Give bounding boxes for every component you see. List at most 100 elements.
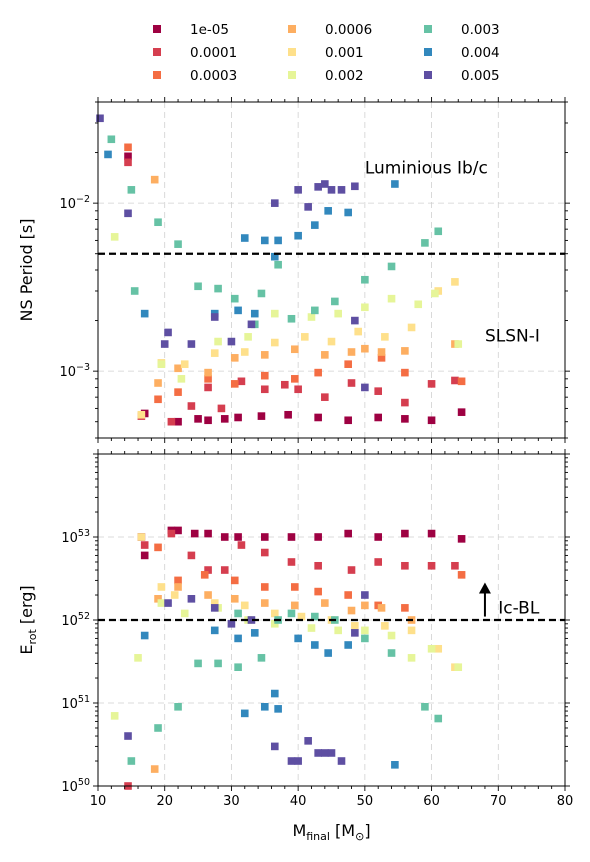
data-point — [374, 413, 382, 422]
data-point — [351, 182, 359, 191]
y-axis-label-sub: rot — [26, 629, 39, 645]
data-point — [321, 599, 329, 607]
x-axis-label-unit-open: [M — [330, 821, 355, 840]
data-point — [270, 309, 279, 318]
data-point — [204, 383, 212, 392]
data-point — [180, 609, 189, 618]
data-point — [200, 571, 209, 579]
data-point — [361, 591, 369, 599]
data-point — [217, 404, 226, 413]
data-point — [250, 309, 259, 318]
data-point — [454, 663, 463, 671]
data-point — [421, 702, 429, 711]
data-point — [347, 379, 356, 387]
y-tick-mantissa: 10 — [59, 365, 76, 380]
y-tick-label: 10−2 — [59, 194, 90, 212]
series-0.0003 — [124, 143, 466, 404]
data-point — [291, 601, 299, 610]
x-tick-label: 40 — [290, 794, 307, 809]
data-point — [351, 629, 359, 637]
data-point — [337, 186, 346, 194]
data-point — [270, 338, 279, 347]
data-point — [214, 659, 222, 668]
y-tick-exponent: 52 — [78, 611, 90, 622]
data-point — [457, 571, 466, 579]
data-point — [257, 289, 266, 298]
data-point — [294, 186, 302, 194]
data-point — [187, 551, 196, 560]
legend: 1e-05 0.0001 0.0003 0.0006 0.001 0.002 0.003 0.… — [153, 22, 500, 84]
series-0.004 — [140, 626, 399, 769]
y-axis-label-unit: [erg] — [17, 585, 36, 629]
data-point — [344, 529, 352, 538]
data-point — [204, 591, 212, 599]
data-point — [137, 533, 146, 541]
data-point — [274, 260, 282, 269]
data-point — [167, 529, 176, 538]
data-point — [387, 631, 396, 640]
data-point — [260, 351, 269, 359]
data-point — [270, 252, 279, 261]
data-point — [140, 309, 149, 318]
data-point — [307, 313, 316, 321]
data-point — [301, 333, 309, 341]
data-point — [210, 349, 219, 357]
data-point — [240, 234, 249, 242]
data-point — [421, 239, 429, 247]
data-point — [351, 316, 359, 325]
legend-label: 0.002 — [325, 68, 364, 84]
data-point — [401, 347, 409, 355]
legend-label: 0.003 — [461, 22, 500, 38]
legend-marker — [424, 71, 432, 79]
data-point — [391, 761, 399, 769]
data-point — [234, 663, 242, 671]
data-point — [401, 368, 409, 377]
series-0.005 — [124, 591, 369, 765]
data-point — [234, 609, 242, 618]
axes-frame — [97, 101, 566, 439]
y-tick-mantissa: 10 — [61, 531, 78, 546]
data-point — [327, 749, 336, 757]
legend-label: 0.0006 — [325, 22, 372, 38]
data-point — [237, 377, 246, 386]
data-point — [311, 306, 319, 315]
data-point — [291, 375, 299, 383]
x-tick-label: 70 — [490, 794, 507, 809]
data-point — [124, 158, 132, 167]
data-point — [451, 561, 459, 570]
data-point — [127, 757, 136, 765]
data-point — [234, 634, 242, 643]
data-point — [110, 712, 119, 720]
y-tick-exponent: 53 — [78, 528, 90, 539]
data-point — [361, 344, 369, 353]
data-point — [427, 529, 436, 538]
data-point — [270, 689, 279, 698]
x-tick-label: 20 — [156, 794, 173, 809]
data-point — [204, 375, 212, 383]
data-point — [240, 601, 249, 610]
data-point — [287, 533, 296, 541]
data-point — [260, 702, 269, 711]
data-point — [140, 631, 149, 640]
data-point — [230, 294, 239, 303]
data-point — [214, 284, 222, 293]
y-tick-mantissa: 10 — [61, 614, 78, 629]
data-point — [431, 289, 439, 298]
data-point — [314, 413, 322, 422]
data-point — [427, 561, 436, 570]
legend-marker — [288, 25, 296, 33]
data-point — [157, 583, 166, 591]
data-point — [187, 595, 196, 603]
data-point — [174, 526, 182, 535]
data-point — [234, 306, 242, 315]
y-tick-label: 1051 — [61, 694, 90, 712]
data-point — [174, 417, 182, 426]
data-point — [150, 175, 159, 184]
series-0.0001 — [124, 158, 459, 426]
x-tick-label: 80 — [557, 794, 574, 809]
data-point — [391, 180, 399, 188]
legend-label: 0.001 — [325, 45, 364, 61]
data-point — [281, 380, 289, 389]
